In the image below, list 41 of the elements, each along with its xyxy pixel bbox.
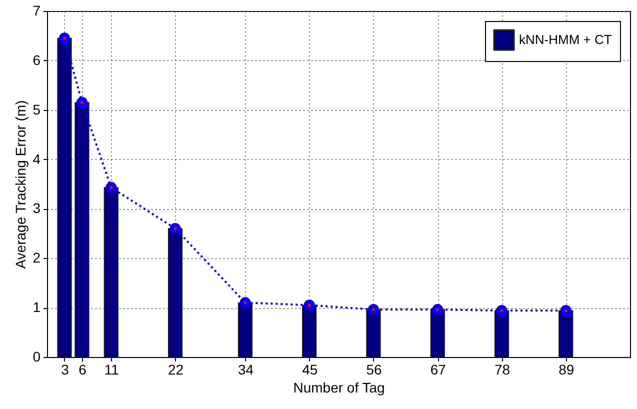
y-tick-label: 4 [32,150,41,167]
x-tick-label: 89 [558,362,574,378]
point [170,222,181,234]
y-tick-label: 0 [32,348,41,364]
y-tick-label: 2 [32,250,41,266]
x-tick-label: 45 [302,362,318,378]
bar [366,309,381,358]
point [76,96,88,108]
legend-label: kNN-HMM + CT [519,32,612,47]
x-tick-label: 56 [366,362,382,378]
x-tick-label: 78 [494,362,510,378]
x-tick-label: 3 [61,362,70,378]
bar [238,302,253,358]
point [368,304,380,316]
y-axis-title: Average Tracking Error (m) [12,100,29,269]
bar [74,102,90,358]
y-tick-label: 1 [32,299,41,316]
point [560,305,572,316]
x-axis-title: Number of Tag [293,380,385,396]
bar [430,309,445,358]
x-tick-label: 11 [104,362,120,378]
bar [302,304,317,358]
x-tick-label: 22 [168,362,184,378]
x-tick-label: 34 [238,362,254,378]
bar [558,310,574,358]
point [106,182,117,193]
y-tick-label: 5 [32,101,41,118]
x-tick-label: 67 [430,362,446,378]
y-tick-label: 6 [32,52,41,68]
x-tick-label: 6 [78,362,87,378]
bar [168,228,183,358]
y-tick-label: 7 [32,2,41,18]
bar [494,310,510,358]
point [432,304,444,316]
bar [104,187,118,358]
point [304,300,315,311]
bar [57,38,72,358]
point [496,305,508,316]
point [58,32,70,44]
y-tick-label: 3 [32,200,41,216]
point [240,297,251,308]
